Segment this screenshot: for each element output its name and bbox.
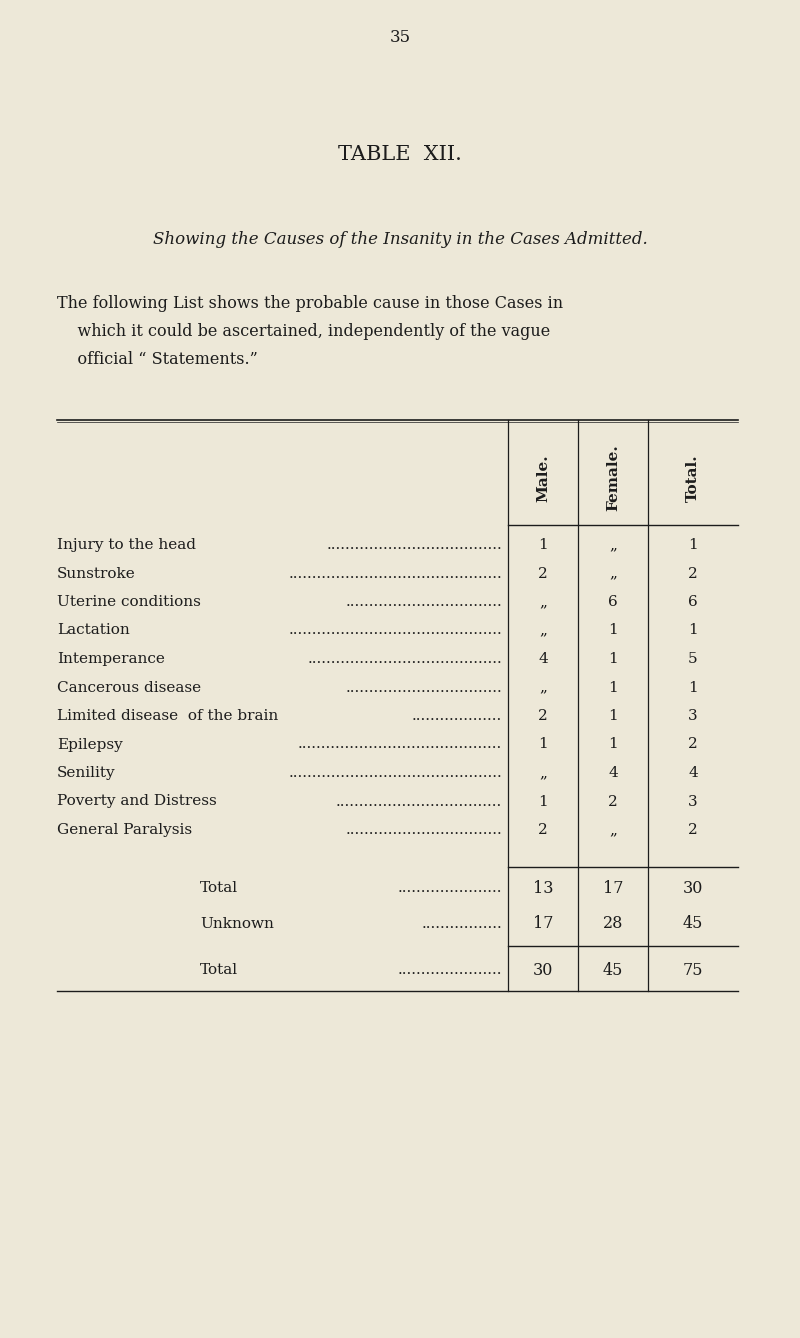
Text: „: „ [609, 538, 617, 553]
Text: 2: 2 [688, 823, 698, 838]
Text: 4: 4 [538, 652, 548, 666]
Text: 1: 1 [538, 538, 548, 553]
Text: Male.: Male. [536, 454, 550, 502]
Text: .....................................: ..................................... [326, 538, 502, 553]
Text: The following List shows the probable cause in those Cases in: The following List shows the probable ca… [57, 294, 563, 312]
Text: .................................: ................................. [346, 595, 502, 609]
Text: Injury to the head: Injury to the head [57, 538, 196, 553]
Text: 28: 28 [603, 915, 623, 933]
Text: .........................................: ........................................… [307, 652, 502, 666]
Text: „: „ [539, 681, 547, 694]
Text: 6: 6 [608, 595, 618, 609]
Text: 5: 5 [688, 652, 698, 666]
Text: .................................: ................................. [346, 681, 502, 694]
Text: 2: 2 [538, 709, 548, 723]
Text: .............................................: ........................................… [288, 765, 502, 780]
Text: Total: Total [200, 963, 238, 978]
Text: 6: 6 [688, 595, 698, 609]
Text: 35: 35 [390, 29, 410, 47]
Text: Sunstroke: Sunstroke [57, 566, 136, 581]
Text: Epilepsy: Epilepsy [57, 737, 122, 752]
Text: 17: 17 [602, 880, 623, 896]
Text: 45: 45 [683, 915, 703, 933]
Text: 13: 13 [533, 880, 554, 896]
Text: 3: 3 [688, 795, 698, 808]
Text: 4: 4 [608, 765, 618, 780]
Text: 45: 45 [603, 962, 623, 979]
Text: ...................: ................... [412, 709, 502, 723]
Text: 1: 1 [538, 737, 548, 752]
Text: Cancerous disease: Cancerous disease [57, 681, 201, 694]
Text: official “ Statements.”: official “ Statements.” [57, 351, 258, 368]
Text: Poverty and Distress: Poverty and Distress [57, 795, 217, 808]
Text: „: „ [539, 595, 547, 609]
Text: „: „ [609, 823, 617, 838]
Text: .................: ................. [422, 917, 502, 930]
Text: ......................: ...................... [398, 882, 502, 895]
Text: Female.: Female. [606, 444, 620, 511]
Text: 30: 30 [683, 880, 703, 896]
Text: Total.: Total. [686, 454, 700, 502]
Text: .............................................: ........................................… [288, 624, 502, 637]
Text: 1: 1 [608, 681, 618, 694]
Text: 1: 1 [608, 709, 618, 723]
Text: General Paralysis: General Paralysis [57, 823, 192, 838]
Text: Uterine conditions: Uterine conditions [57, 595, 201, 609]
Text: 1: 1 [538, 795, 548, 808]
Text: Unknown: Unknown [200, 917, 274, 930]
Text: Total: Total [200, 882, 238, 895]
Text: ...........................................: ........................................… [298, 737, 502, 752]
Text: Showing the Causes of the Insanity in the Cases Admitted.: Showing the Causes of the Insanity in th… [153, 231, 647, 249]
Text: 2: 2 [688, 566, 698, 581]
Text: 2: 2 [538, 566, 548, 581]
Text: TABLE  XII.: TABLE XII. [338, 146, 462, 165]
Text: which it could be ascertained, independently of the vague: which it could be ascertained, independe… [57, 322, 550, 340]
Text: 1: 1 [688, 538, 698, 553]
Text: Senility: Senility [57, 765, 116, 780]
Text: Lactation: Lactation [57, 624, 130, 637]
Text: 1: 1 [688, 681, 698, 694]
Text: „: „ [609, 566, 617, 581]
Text: 17: 17 [533, 915, 554, 933]
Text: Intemperance: Intemperance [57, 652, 165, 666]
Text: 4: 4 [688, 765, 698, 780]
Text: Limited disease  of the brain: Limited disease of the brain [57, 709, 278, 723]
Text: ...................................: ................................... [336, 795, 502, 808]
Text: 2: 2 [608, 795, 618, 808]
Text: „: „ [539, 624, 547, 637]
Text: .................................: ................................. [346, 823, 502, 838]
Text: 2: 2 [538, 823, 548, 838]
Text: 3: 3 [688, 709, 698, 723]
Text: 1: 1 [608, 652, 618, 666]
Text: 1: 1 [608, 737, 618, 752]
Text: 1: 1 [688, 624, 698, 637]
Text: .............................................: ........................................… [288, 566, 502, 581]
Text: „: „ [539, 765, 547, 780]
Text: 30: 30 [533, 962, 553, 979]
Text: ......................: ...................... [398, 963, 502, 978]
Text: 2: 2 [688, 737, 698, 752]
Text: 75: 75 [682, 962, 703, 979]
Text: 1: 1 [608, 624, 618, 637]
